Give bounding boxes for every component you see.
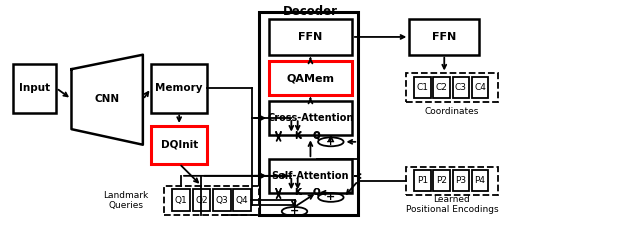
Text: Q: Q: [313, 188, 321, 197]
Text: Memory: Memory: [156, 83, 203, 93]
Text: +: +: [326, 137, 335, 147]
FancyBboxPatch shape: [409, 19, 479, 55]
FancyBboxPatch shape: [259, 13, 358, 215]
Text: Q: Q: [313, 131, 321, 140]
Text: Decoder: Decoder: [283, 5, 338, 18]
Text: C4: C4: [474, 83, 486, 92]
Text: P4: P4: [474, 176, 486, 185]
Text: Coordinates: Coordinates: [425, 107, 479, 116]
FancyBboxPatch shape: [151, 64, 207, 112]
Text: P3: P3: [455, 176, 467, 185]
FancyBboxPatch shape: [269, 61, 352, 95]
Text: K: K: [294, 189, 301, 198]
Text: QAMem: QAMem: [287, 73, 335, 83]
FancyBboxPatch shape: [472, 77, 488, 98]
FancyBboxPatch shape: [193, 189, 211, 212]
Text: K: K: [294, 132, 301, 141]
Text: Input: Input: [19, 83, 50, 93]
Text: Q1: Q1: [175, 196, 188, 205]
FancyBboxPatch shape: [452, 77, 469, 98]
FancyBboxPatch shape: [452, 170, 469, 191]
Text: CNN: CNN: [95, 94, 120, 104]
Text: Q2: Q2: [195, 196, 208, 205]
Text: Cross-Attention: Cross-Attention: [268, 113, 354, 123]
Text: Q: Q: [313, 189, 321, 198]
FancyBboxPatch shape: [13, 64, 56, 112]
FancyBboxPatch shape: [433, 77, 450, 98]
FancyBboxPatch shape: [213, 189, 231, 212]
Text: C2: C2: [436, 83, 447, 92]
FancyBboxPatch shape: [269, 19, 352, 55]
Text: V: V: [275, 131, 282, 140]
Text: C3: C3: [455, 83, 467, 92]
Text: V: V: [275, 188, 282, 197]
FancyBboxPatch shape: [472, 170, 488, 191]
Text: Q4: Q4: [236, 196, 248, 205]
FancyBboxPatch shape: [433, 170, 450, 191]
FancyBboxPatch shape: [414, 170, 431, 191]
Text: V: V: [275, 189, 282, 198]
Polygon shape: [72, 55, 143, 145]
Text: C1: C1: [417, 83, 429, 92]
FancyBboxPatch shape: [406, 167, 499, 195]
FancyBboxPatch shape: [172, 189, 190, 212]
Text: +: +: [326, 192, 335, 202]
FancyBboxPatch shape: [151, 126, 207, 164]
Text: K: K: [294, 131, 301, 140]
Text: Landmark
Queries: Landmark Queries: [103, 191, 148, 210]
FancyBboxPatch shape: [164, 186, 259, 215]
Text: FFN: FFN: [298, 32, 323, 42]
FancyBboxPatch shape: [269, 159, 352, 193]
Text: DQInit: DQInit: [161, 140, 198, 150]
Text: K: K: [294, 188, 301, 197]
FancyBboxPatch shape: [414, 77, 431, 98]
Text: P1: P1: [417, 176, 428, 185]
FancyBboxPatch shape: [269, 101, 352, 135]
Text: V: V: [275, 132, 282, 141]
Text: Q3: Q3: [216, 196, 228, 205]
Text: Q: Q: [313, 132, 321, 141]
Text: +: +: [290, 206, 299, 216]
Text: P2: P2: [436, 176, 447, 185]
Text: FFN: FFN: [432, 32, 456, 42]
FancyBboxPatch shape: [406, 73, 499, 102]
FancyBboxPatch shape: [234, 189, 251, 212]
Text: Self-Attention: Self-Attention: [272, 171, 349, 181]
Text: Learned
Positional Encodings: Learned Positional Encodings: [406, 195, 498, 214]
